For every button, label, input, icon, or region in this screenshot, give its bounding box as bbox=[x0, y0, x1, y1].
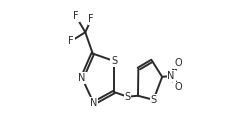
Text: F: F bbox=[88, 14, 94, 24]
Text: N: N bbox=[90, 98, 97, 108]
Text: N: N bbox=[78, 73, 86, 83]
Text: O: O bbox=[174, 58, 182, 68]
Text: O: O bbox=[174, 82, 182, 92]
Text: N: N bbox=[168, 71, 175, 81]
Text: F: F bbox=[68, 36, 74, 46]
Text: S: S bbox=[111, 56, 117, 66]
Text: F: F bbox=[73, 11, 79, 21]
Text: S: S bbox=[150, 95, 156, 105]
Text: S: S bbox=[124, 92, 131, 102]
